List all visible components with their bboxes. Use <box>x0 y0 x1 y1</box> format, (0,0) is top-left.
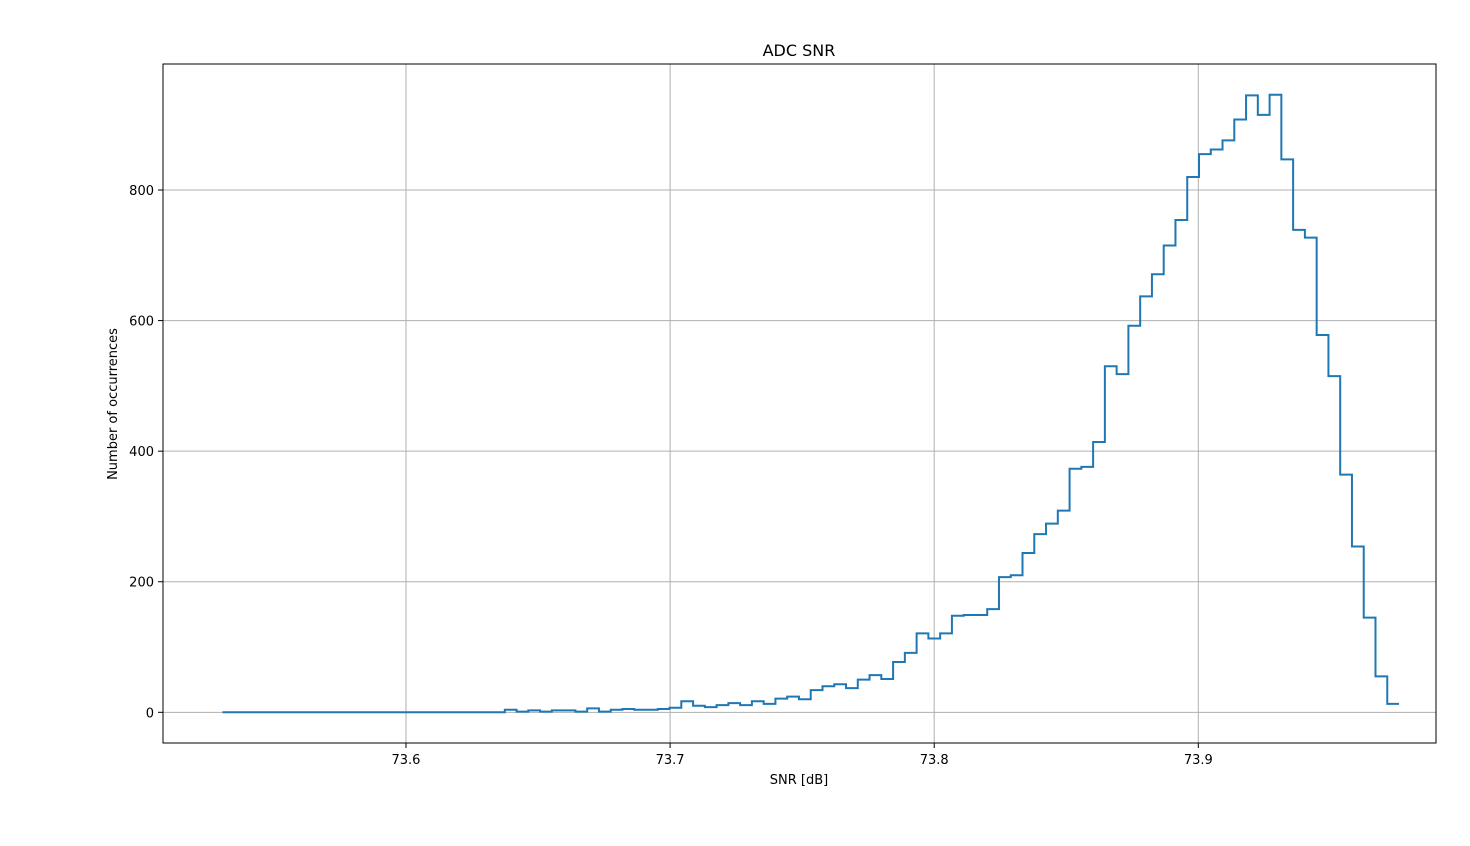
histogram-series-line <box>222 93 1400 714</box>
y-tick-label: 800 <box>129 184 154 199</box>
x-axis-ticks: 73.6 73.7 73.8 73.9 <box>392 743 1213 768</box>
x-axis-label: SNR [dB] <box>770 773 828 788</box>
x-tick-label: 73.6 <box>392 753 421 768</box>
y-tick-label: 600 <box>129 315 154 330</box>
y-axis-label: Number of occurrences <box>106 328 121 480</box>
y-axis-ticks: 0 200 400 600 800 <box>129 184 163 721</box>
x-tick-label: 73.9 <box>1184 753 1213 768</box>
y-tick-label: 0 <box>146 706 154 721</box>
x-tick-label: 73.7 <box>656 753 685 768</box>
chart-title: ADC SNR <box>763 41 836 60</box>
y-tick-label: 200 <box>129 576 154 591</box>
y-tick-label: 400 <box>129 445 154 460</box>
plot-frame <box>162 63 1437 744</box>
x-tick-label: 73.8 <box>920 753 949 768</box>
